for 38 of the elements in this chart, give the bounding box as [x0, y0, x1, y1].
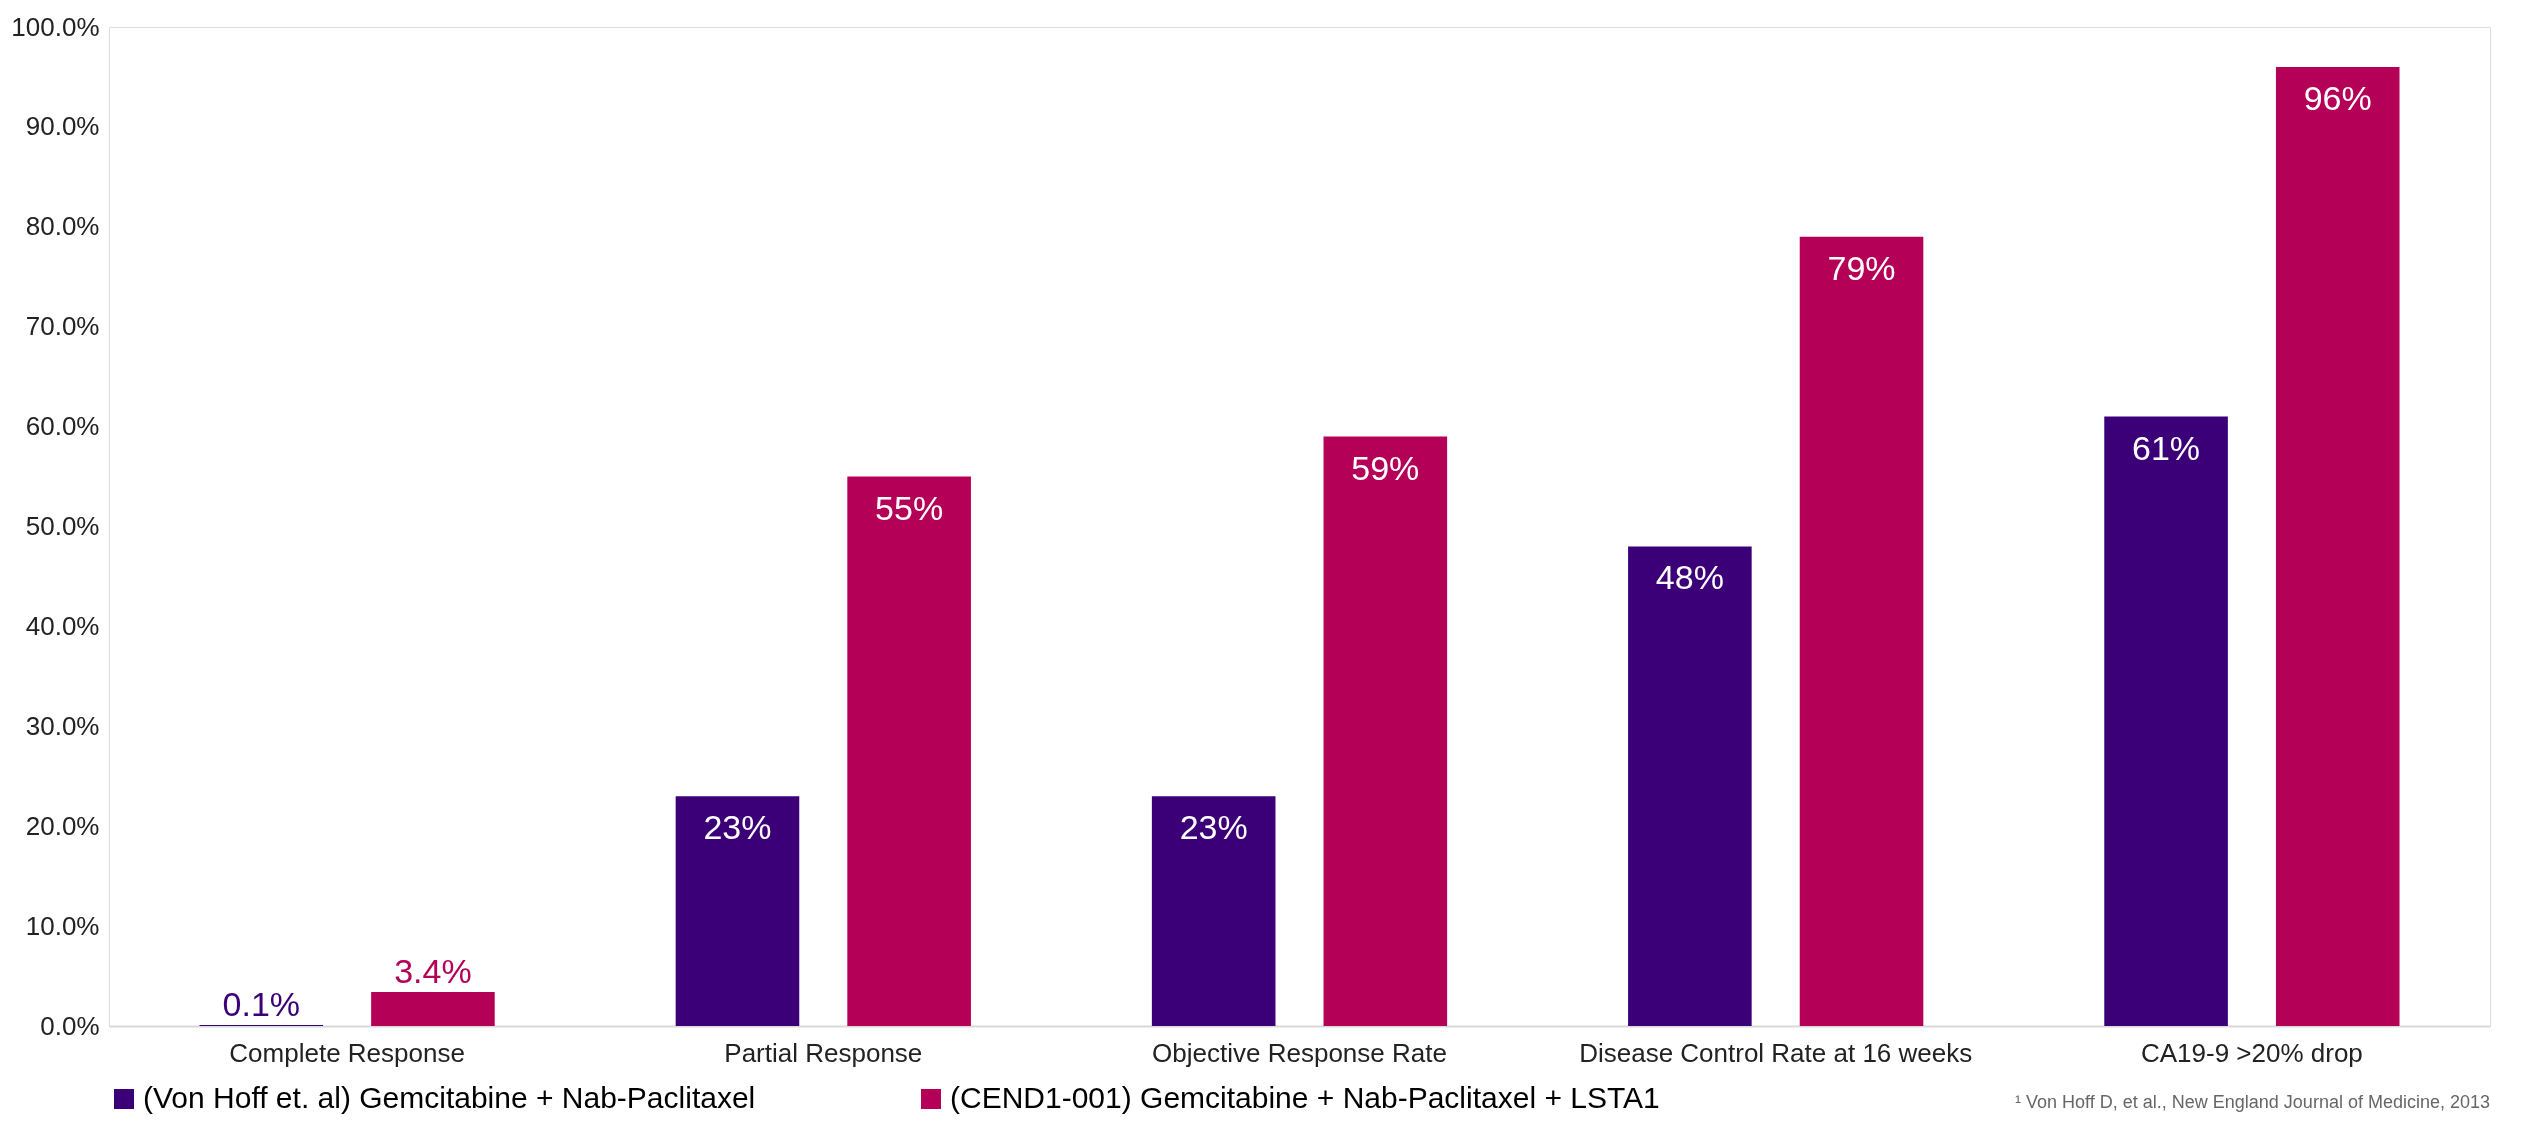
data-label: 23% [1179, 808, 1248, 847]
data-label: 48% [1655, 558, 1724, 597]
y-tick-label: 0.0% [40, 1010, 100, 1041]
y-tick-label: 70.0% [25, 311, 100, 342]
x-tick-label: Partial Response [724, 1037, 923, 1068]
data-label: 3.4% [394, 952, 472, 991]
bar [847, 476, 971, 1026]
y-tick-label: 90.0% [25, 111, 100, 142]
x-tick-label: Objective Response Rate [1152, 1037, 1447, 1068]
data-label: 59% [1351, 448, 1420, 487]
data-label: 55% [875, 488, 944, 527]
bar [1151, 796, 1276, 1026]
bar [2104, 416, 2228, 1026]
x-tick-label: Complete Response [229, 1037, 465, 1068]
data-label: 79% [1827, 248, 1896, 287]
data-label: 23% [703, 808, 772, 847]
data-label: 96% [2303, 78, 2372, 117]
bar [1799, 236, 1924, 1026]
y-tick-label: 60.0% [25, 411, 100, 442]
bar [2275, 66, 2400, 1026]
y-tick-label: 30.0% [25, 710, 100, 741]
y-tick-label: 20.0% [25, 810, 100, 841]
x-tick-label: Disease Control Rate at 16 weeks [1579, 1037, 1973, 1068]
text: ¹ Von Hoff D, et al., New England Journal of Medicine, 2013 [2015, 1092, 2490, 1112]
y-tick-label: 40.0% [25, 610, 100, 641]
x-tick-label: CA19-9 >20% drop [2140, 1037, 2363, 1068]
legend-label: (CEND1-001) Gemcitabine + Nab-Paclitaxel + LSTA1 [950, 1081, 1660, 1114]
y-tick-label: 50.0% [25, 511, 100, 541]
bar [675, 796, 800, 1026]
bar [1323, 436, 1448, 1026]
y-tick-label: 80.0% [25, 211, 100, 242]
legend-label: (Von Hoff et. al) Gemcitabine + Nab-Paclitaxel [143, 1081, 756, 1114]
data-label: 0.1% [222, 985, 301, 1023]
bar [371, 992, 495, 1026]
data-label: 61% [2132, 428, 2201, 467]
y-tick-label: 10.0% [25, 910, 100, 941]
y-tick-label: 100.0% [11, 11, 100, 42]
bar [1628, 546, 1752, 1026]
